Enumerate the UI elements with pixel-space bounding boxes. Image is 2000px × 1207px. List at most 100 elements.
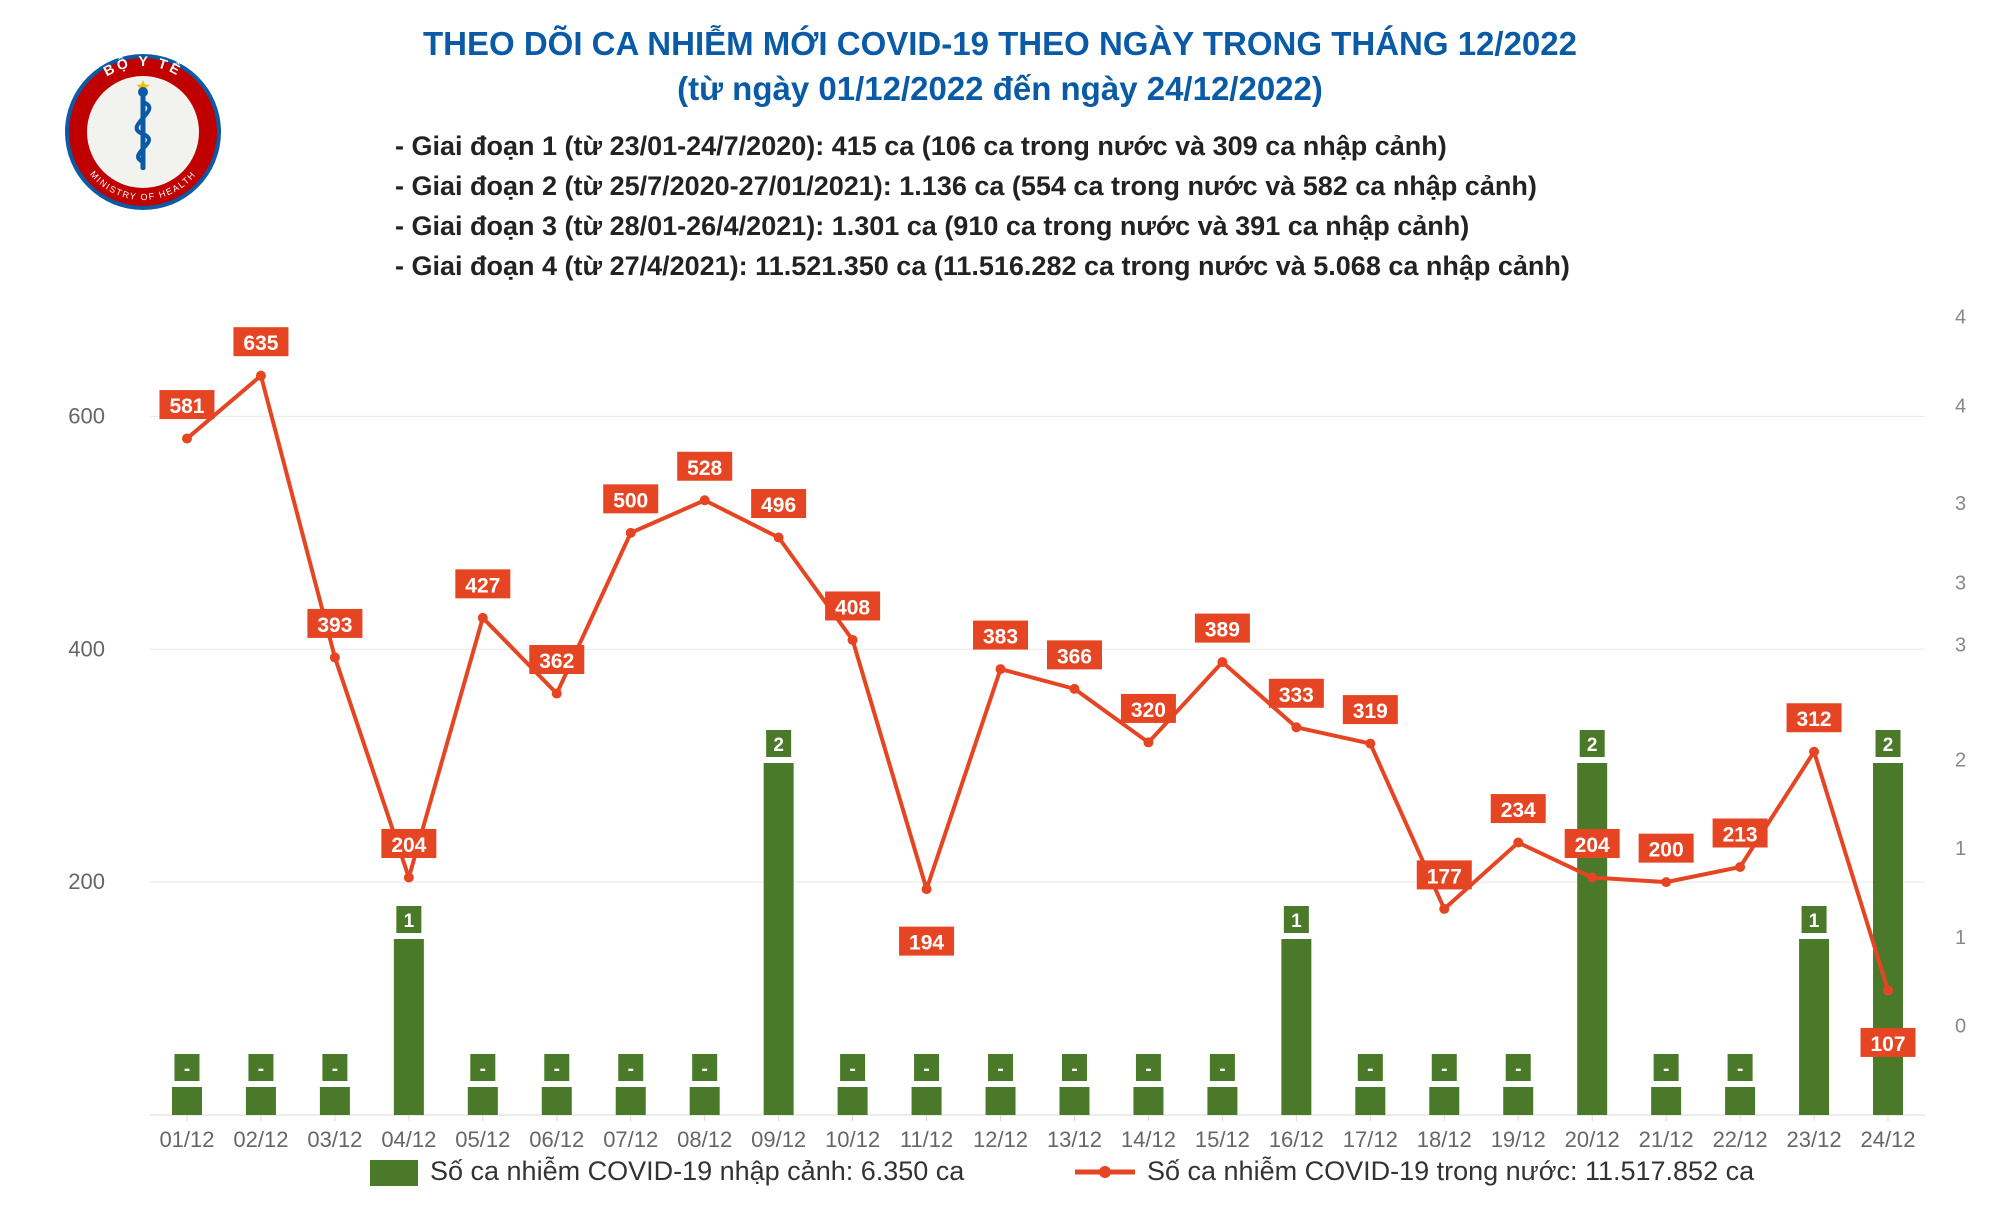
line-label: 194 [909,932,944,955]
y-right-tick-label: 1 [1955,927,1966,949]
bar [542,1087,572,1115]
line-marker [1809,747,1819,757]
chart-title-line1: THEO DÕI CA NHIỄM MỚI COVID-19 THEO NGÀY… [423,25,1577,62]
y-right-tick-label: 3 [1955,572,1966,594]
y-left-tick-label: 200 [68,869,105,894]
line-marker [922,884,932,894]
ministry-logo-icon: BỘ Y TẾMINISTRY OF HEALTH [65,53,221,210]
x-tick-label: 05/12 [455,1127,510,1152]
bar-label: - [923,1059,929,1080]
x-tick-label: 19/12 [1491,1127,1546,1152]
bar-label: - [258,1059,264,1080]
line-label: 496 [761,494,796,517]
line-label: 366 [1057,645,1092,668]
line-marker [404,872,414,882]
x-tick-label: 10/12 [825,1127,880,1152]
bar-label: - [1145,1059,1151,1080]
line-marker [1661,877,1671,887]
x-tick-label: 04/12 [381,1127,436,1152]
line-marker [330,652,340,662]
bar-label: - [184,1059,190,1080]
line-label: 500 [613,489,648,512]
x-tick-label: 24/12 [1860,1127,1915,1152]
x-tick-label: 12/12 [973,1127,1028,1152]
bar-label: 2 [1587,735,1598,756]
line-label: 427 [465,574,500,597]
chart-title-line2: (từ ngày 01/12/2022 đến ngày 24/12/2022) [677,70,1323,107]
legend-label: Số ca nhiễm COVID-19 trong nước: 11.517.… [1147,1155,1755,1186]
bar [1651,1087,1681,1115]
x-tick-label: 14/12 [1121,1127,1176,1152]
line-label: 213 [1723,824,1758,847]
line-label: 393 [317,614,352,637]
bar [1133,1087,1163,1115]
line-label: 107 [1870,1033,1905,1056]
bar-label: - [1441,1059,1447,1080]
line-label: 408 [835,596,870,619]
line-label: 362 [539,650,574,673]
y-right-tick-label: 3 [1955,493,1966,515]
x-tick-label: 20/12 [1565,1127,1620,1152]
bar-label: - [1219,1059,1225,1080]
x-tick-label: 15/12 [1195,1127,1250,1152]
bar [172,1087,202,1115]
line-label: 312 [1797,708,1832,731]
legend-swatch-bar [370,1160,418,1186]
bar-label: 1 [1809,911,1820,932]
y-left-tick-label: 400 [68,636,105,661]
line-marker [626,528,636,538]
bar [690,1087,720,1115]
line-marker [848,635,858,645]
y-right-tick-label: 3 [1955,634,1966,656]
chart-root: THEO DÕI CA NHIỄM MỚI COVID-19 THEO NGÀY… [0,0,2000,1207]
line-label: 200 [1649,839,1684,862]
x-tick-label: 01/12 [159,1127,214,1152]
x-tick-label: 08/12 [677,1127,732,1152]
bar-label: - [480,1059,486,1080]
bar [394,939,424,1115]
line-label: 204 [391,834,426,857]
line-marker [1143,737,1153,747]
line-label: 528 [687,457,722,480]
bar-label: - [628,1059,634,1080]
bar-label: - [1071,1059,1077,1080]
bar-label: - [1367,1059,1373,1080]
bar [838,1087,868,1115]
bar-label: 1 [404,911,415,932]
line-marker [996,664,1006,674]
line-label: 234 [1501,799,1536,822]
y-right-tick-label: 2 [1955,750,1966,772]
line-label: 383 [983,626,1018,649]
bar [1281,939,1311,1115]
line-marker [1587,872,1597,882]
phase-note: - Giai đoạn 1 (từ 23/01-24/7/2020): 415 … [395,131,1447,161]
bar-label: - [1663,1059,1669,1080]
bar-label: - [1737,1059,1743,1080]
x-tick-label: 23/12 [1787,1127,1842,1152]
bar [1429,1087,1459,1115]
bar [986,1087,1016,1115]
bar [1725,1087,1755,1115]
x-tick-label: 03/12 [307,1127,362,1152]
x-tick-label: 22/12 [1713,1127,1768,1152]
x-tick-label: 09/12 [751,1127,806,1152]
y-right-tick-label: 1 [1955,838,1966,860]
bar [1207,1087,1237,1115]
bar-label: 1 [1291,911,1302,932]
line-marker [1365,739,1375,749]
bar [468,1087,498,1115]
bar [1799,939,1829,1115]
line-label: 204 [1575,834,1610,857]
line-marker [1291,722,1301,732]
phase-note: - Giai đoạn 3 (từ 28/01-26/4/2021): 1.30… [395,211,1469,241]
legend-label: Số ca nhiễm COVID-19 nhập cảnh: 6.350 ca [430,1155,965,1186]
bar-label: - [702,1059,708,1080]
x-tick-label: 06/12 [529,1127,584,1152]
bar-label: - [849,1059,855,1080]
bar [1503,1087,1533,1115]
line-marker [774,533,784,543]
line-series [187,376,1888,991]
bar-label: - [332,1059,338,1080]
line-marker [478,613,488,623]
x-tick-label: 18/12 [1417,1127,1472,1152]
